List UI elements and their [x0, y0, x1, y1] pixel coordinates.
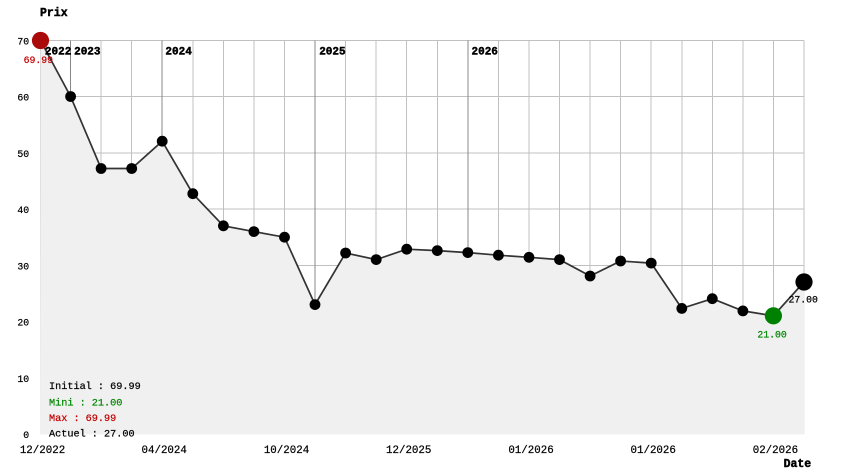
svg-text:Actuel : 27.00: Actuel : 27.00 [49, 429, 135, 441]
svg-text:10/2024: 10/2024 [264, 445, 309, 457]
svg-text:01/2026: 01/2026 [508, 445, 553, 457]
svg-text:50: 50 [17, 149, 29, 160]
svg-text:Prix: Prix [40, 7, 68, 20]
svg-text:70: 70 [17, 36, 29, 47]
svg-text:30: 30 [17, 261, 29, 272]
svg-text:Mini : 21.00: Mini : 21.00 [49, 398, 122, 410]
svg-text:Date: Date [784, 458, 812, 471]
svg-text:01/2026: 01/2026 [631, 445, 676, 457]
svg-text:Max : 69.99: Max : 69.99 [49, 414, 116, 425]
svg-text:69.99: 69.99 [24, 55, 54, 66]
svg-text:2024: 2024 [165, 47, 192, 59]
svg-text:04/2024: 04/2024 [142, 445, 187, 457]
svg-text:2026: 2026 [472, 47, 498, 59]
svg-text:10: 10 [17, 374, 29, 385]
svg-text:40: 40 [17, 205, 29, 216]
svg-text:2023: 2023 [74, 47, 101, 59]
svg-text:02/2026: 02/2026 [753, 445, 798, 457]
svg-text:12/2022: 12/2022 [20, 445, 65, 457]
svg-text:0: 0 [23, 430, 29, 441]
svg-text:2025: 2025 [319, 47, 346, 59]
svg-text:27.00: 27.00 [789, 295, 819, 306]
svg-text:21.00: 21.00 [757, 330, 787, 341]
svg-text:20: 20 [17, 318, 29, 329]
svg-text:60: 60 [17, 93, 29, 104]
svg-text:2022: 2022 [45, 47, 71, 59]
svg-text:12/2025: 12/2025 [386, 445, 431, 457]
svg-text:Initial : 69.99: Initial : 69.99 [49, 381, 141, 393]
